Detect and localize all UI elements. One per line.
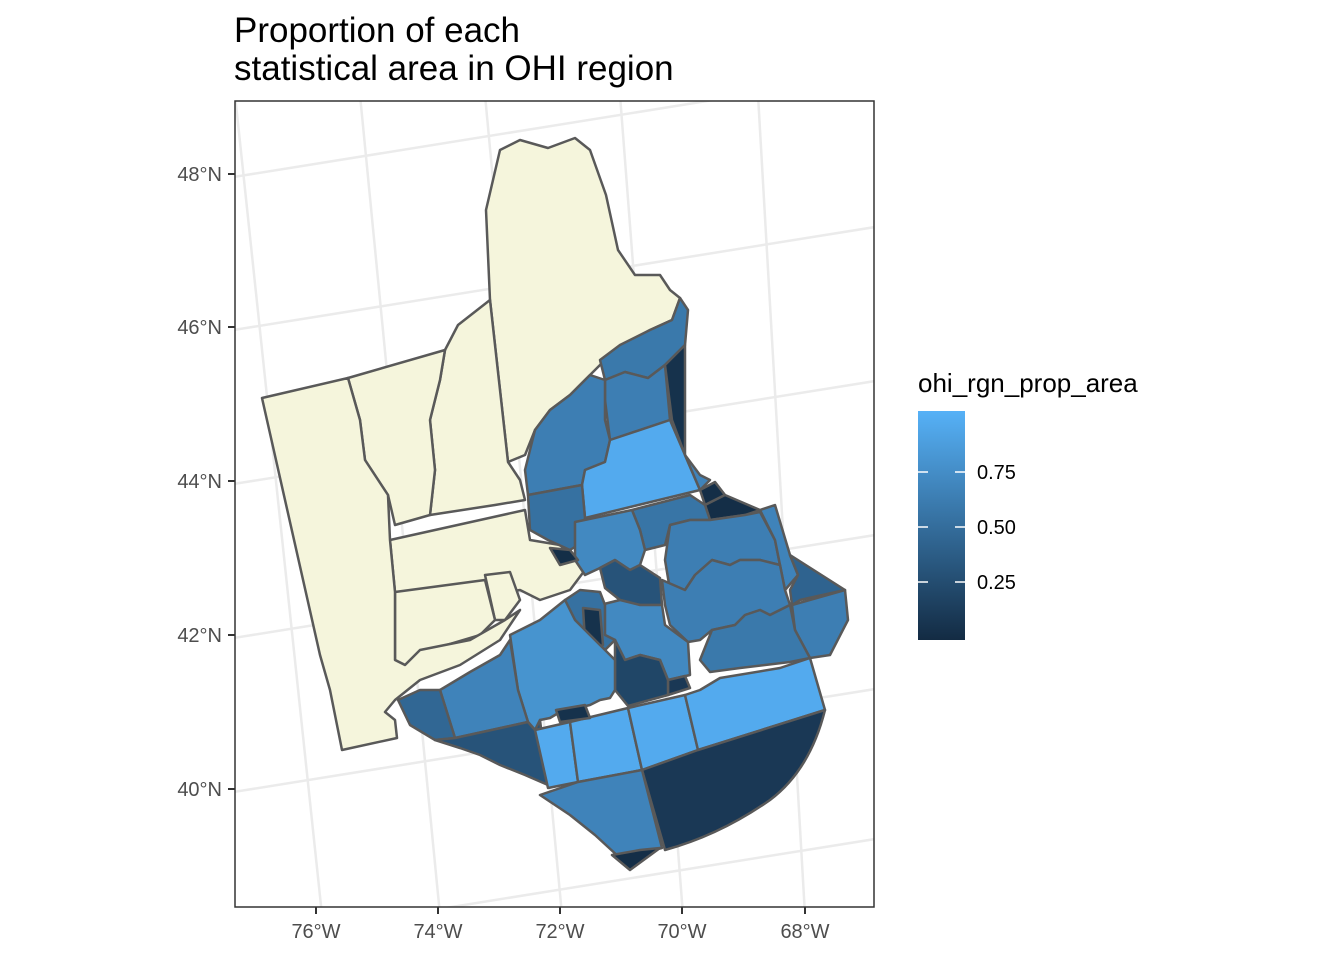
- y-tick-label: 42°N: [177, 625, 222, 647]
- graticule-lon-68: [757, 101, 806, 907]
- legend-label: 0.25: [977, 572, 1016, 594]
- statistical-area: [613, 638, 670, 708]
- statistical-area: [683, 453, 712, 492]
- graticule-lat-38: [443, 837, 874, 907]
- statistical-area: [610, 846, 662, 872]
- legend: ohi_rgn_prop_area 0.75 0.50 0.25: [918, 368, 1138, 640]
- x-tick-label: 76°W: [291, 921, 340, 943]
- legend-label: 0.50: [977, 517, 1016, 539]
- x-tick-label: 68°W: [780, 921, 829, 943]
- land-layer: [260, 136, 682, 752]
- chart-title-line-1: Proportion of each: [234, 11, 520, 50]
- statistical-area: [554, 703, 592, 724]
- new-york-land: [260, 376, 522, 752]
- x-tick-label: 72°W: [535, 921, 584, 943]
- map-panel: [234, 100, 875, 908]
- statistical-area: [598, 558, 664, 607]
- y-tick-label: 48°N: [177, 164, 222, 186]
- legend-label: 0.75: [977, 462, 1016, 484]
- y-tick-label: 44°N: [177, 471, 222, 493]
- x-tick-label: 74°W: [413, 921, 462, 943]
- statistical-area: [548, 546, 580, 567]
- y-tick-label: 46°N: [177, 317, 222, 339]
- x-axis: 76°W 74°W 72°W 70°W 68°W: [291, 907, 830, 943]
- statistical-area: [640, 708, 827, 852]
- graticule-lat-48: [235, 101, 715, 179]
- y-tick-label: 40°N: [177, 779, 222, 801]
- x-tick-label: 70°W: [657, 921, 706, 943]
- legend-colorbar: [918, 411, 965, 640]
- statistical-area: [758, 503, 800, 592]
- chart-title-line-2: statistical area in OHI region: [234, 49, 674, 88]
- statistical-areas: [396, 296, 850, 872]
- legend-title: ohi_rgn_prop_area: [918, 368, 1138, 398]
- graticule-lon-76: [235, 101, 323, 907]
- panel-border: [234, 100, 875, 908]
- y-axis: 48°N 46°N 44°N 42°N 40°N: [177, 164, 235, 801]
